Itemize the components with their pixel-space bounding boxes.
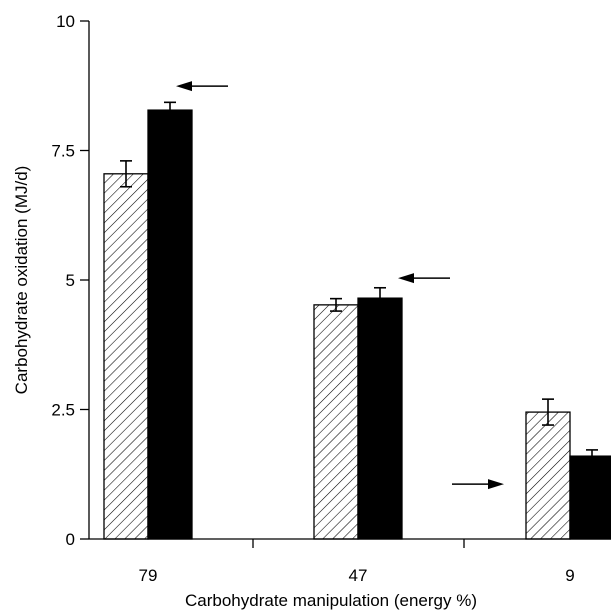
y-axis: 0 2.5 5 7.5 10 xyxy=(51,12,90,549)
bar-series1-9 xyxy=(525,411,571,540)
plot-marks xyxy=(103,81,611,540)
bar-series1-47 xyxy=(313,304,359,540)
error-bar xyxy=(374,286,386,310)
arrow-left-icon xyxy=(176,81,228,92)
y-tick-label: 7.5 xyxy=(51,142,75,161)
arrow-head xyxy=(176,81,192,92)
y-axis-label: Carbohydrate oxidation (MJ/d) xyxy=(12,166,31,395)
error-bar xyxy=(164,101,176,119)
bar-series2-9 xyxy=(569,455,611,540)
error-bar xyxy=(120,160,132,188)
bar-series1-79 xyxy=(103,173,149,540)
x-axis-label: Carbohydrate manipulation (energy %) xyxy=(185,591,477,610)
x-tick-label: 79 xyxy=(139,566,158,585)
bar-series2-79 xyxy=(147,109,193,540)
arrow-head xyxy=(488,479,504,490)
error-bar xyxy=(542,398,554,426)
y-tick-label: 5 xyxy=(66,271,75,290)
x-axis: 79 47 9 xyxy=(89,538,611,585)
y-tick-label: 0 xyxy=(66,530,75,549)
arrow-right-icon xyxy=(452,479,504,490)
x-tick-label: 9 xyxy=(565,566,574,585)
arrow-head xyxy=(398,273,414,284)
error-bar xyxy=(586,449,598,464)
y-tick-label: 2.5 xyxy=(51,401,75,420)
arrow-left-icon xyxy=(398,273,450,284)
bar-series2-47 xyxy=(357,297,403,540)
x-tick-label: 47 xyxy=(349,566,368,585)
y-tick-label: 10 xyxy=(56,12,75,31)
error-bar xyxy=(330,297,342,312)
